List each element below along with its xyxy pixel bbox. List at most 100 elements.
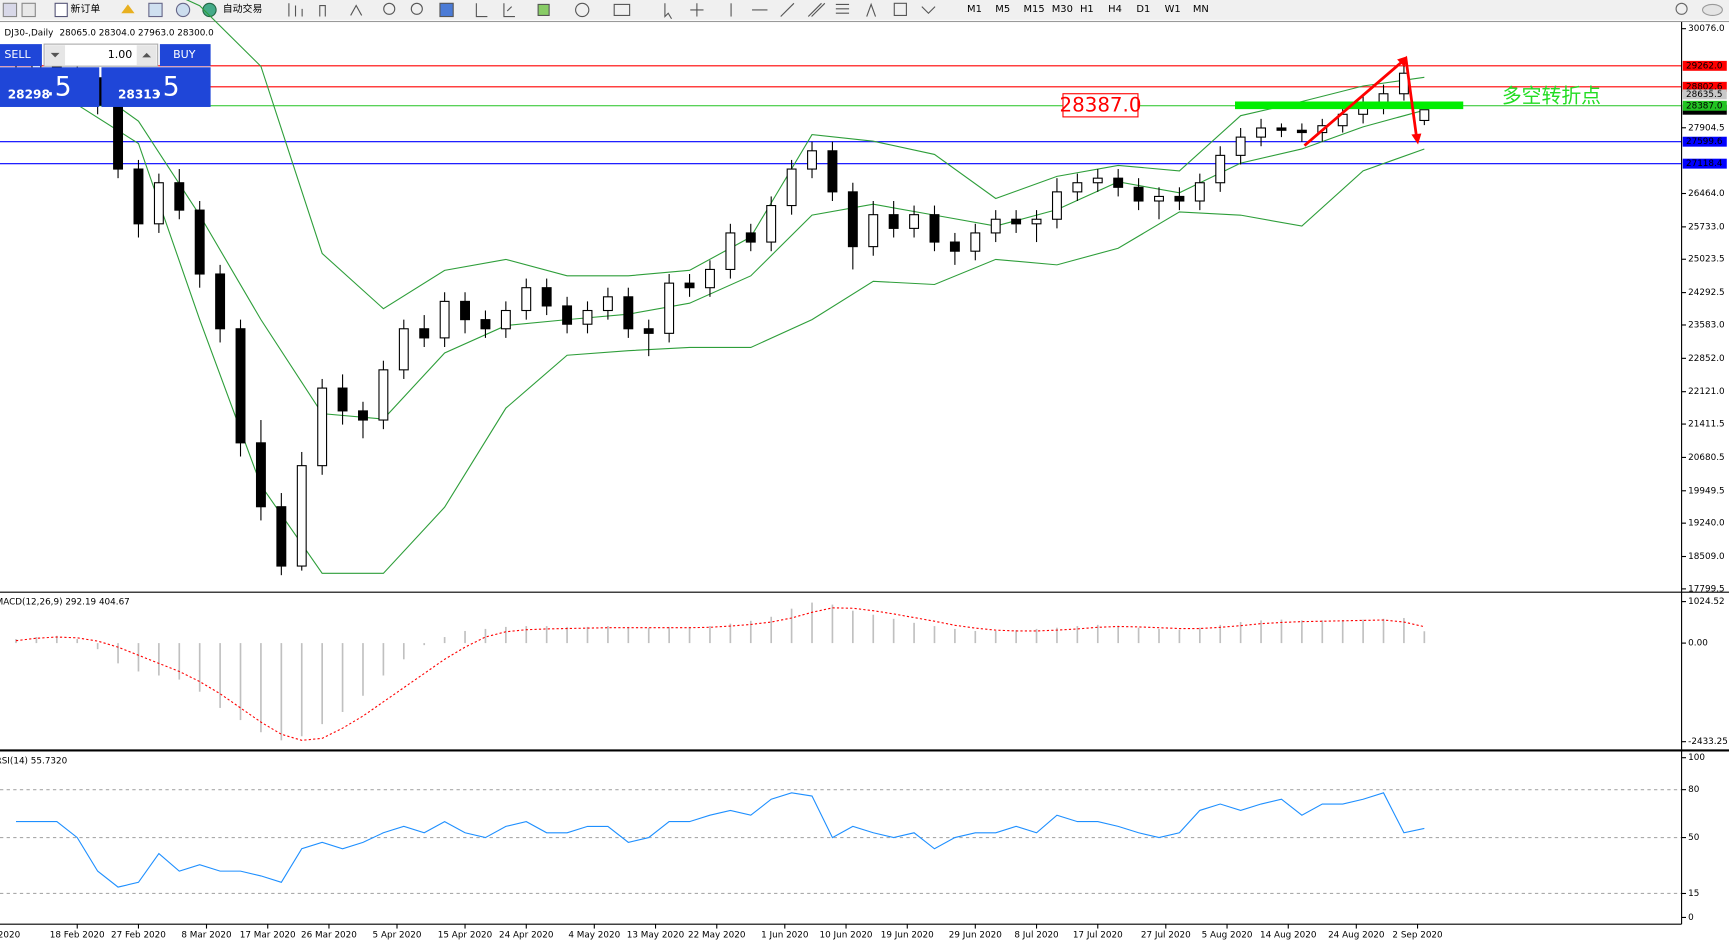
candle-body (1194, 182, 1205, 202)
candle-body (643, 328, 654, 334)
level-label: 29262.0 (1686, 61, 1723, 71)
candle-body (786, 168, 797, 207)
y-tick-label: 25733.0 (1688, 222, 1725, 232)
y-tick-label: 15 (1688, 889, 1699, 899)
x-tick-label: 6 Feb 2020 (0, 931, 21, 941)
icon[interactable] (780, 2, 795, 17)
buy-label[interactable]: BUY (173, 48, 196, 61)
x-tick-label: 8 Mar 2020 (181, 931, 232, 941)
candle-body (500, 309, 511, 330)
new-order-icon[interactable] (54, 2, 68, 18)
candle-body (1011, 218, 1022, 225)
y-tick-label: 24292.5 (1688, 288, 1724, 298)
candle-body (1133, 186, 1144, 202)
sell-button[interactable] (0, 44, 42, 67)
buy-button[interactable] (159, 44, 211, 67)
candle-body (1031, 218, 1042, 225)
new-order[interactable]: 新订单 (71, 2, 101, 15)
candle-body (949, 241, 960, 252)
candle-body (929, 214, 940, 243)
level-label: 28387.0 (1686, 101, 1723, 111)
icon[interactable] (439, 2, 454, 18)
candle-body (1276, 127, 1287, 131)
icon[interactable] (319, 4, 326, 17)
timeframe[interactable]: M5 (995, 4, 1010, 15)
y-tick-label: -2433.25 (1688, 737, 1728, 747)
buy-price-box[interactable] (101, 67, 211, 107)
candle-body (582, 309, 593, 325)
x-tick-label: 17 Mar 2020 (240, 931, 296, 941)
sell-label[interactable]: SELL (4, 48, 31, 61)
auto-trading-icon[interactable] (202, 2, 217, 18)
candle-body (623, 296, 634, 330)
timeframes: M1 M5 M15 M30 H1 H4 D1 W1 MN (967, 4, 1209, 15)
candle-body (868, 214, 879, 248)
level-label-bg (1682, 158, 1727, 169)
icon[interactable] (21, 2, 36, 18)
search-icon[interactable] (1675, 2, 1688, 15)
candle-body (419, 328, 430, 339)
icon[interactable] (121, 4, 135, 14)
icon[interactable] (475, 3, 488, 18)
icon[interactable] (383, 2, 396, 15)
icon[interactable] (503, 3, 515, 18)
timeframe[interactable]: H1 (1080, 4, 1094, 15)
candle-body (1419, 109, 1430, 122)
sell-price[interactable]: 28298 (8, 87, 50, 101)
candle-body (1113, 177, 1124, 188)
trade-panel: SELL 1.00 BUY 28298 .5 28313 .5 (0, 43, 211, 107)
icon[interactable] (866, 2, 877, 17)
sell-price-box[interactable] (0, 67, 100, 107)
timeframe[interactable]: MN (1193, 4, 1209, 15)
x-tick-label: 19 Jun 2020 (881, 931, 934, 941)
candle-body (562, 305, 573, 325)
level-label: 27118.4 (1686, 159, 1723, 169)
candle-body (521, 287, 532, 312)
lot-value[interactable]: 1.00 (108, 48, 133, 61)
candle-body (807, 150, 817, 170)
icon[interactable] (893, 2, 907, 16)
buy-price[interactable]: 28313 (118, 87, 160, 101)
buy-pips[interactable]: .5 (154, 72, 179, 103)
timeframe[interactable]: M30 (1052, 4, 1073, 15)
icon[interactable] (288, 3, 303, 17)
icon[interactable] (807, 2, 826, 17)
sell-pips[interactable]: .5 (46, 72, 71, 103)
candle-body (439, 300, 450, 339)
lot-input[interactable] (43, 43, 159, 67)
icon[interactable] (1701, 3, 1723, 16)
timeframe[interactable]: H4 (1108, 4, 1122, 15)
level-label-bg (1682, 81, 1727, 92)
icon[interactable] (2, 2, 18, 18)
icon[interactable] (690, 3, 704, 17)
icon[interactable] (613, 3, 631, 16)
y-tick-label: 50 (1688, 833, 1700, 843)
y-tick-label: 0.00 (1688, 639, 1708, 649)
icon[interactable] (664, 3, 673, 20)
icon[interactable] (350, 4, 363, 16)
icon[interactable] (148, 2, 163, 18)
candle-body (358, 410, 368, 421)
timeframe[interactable]: W1 (1165, 4, 1181, 15)
level-label-bg (1682, 89, 1727, 100)
icon[interactable] (537, 3, 550, 16)
icon[interactable] (575, 2, 590, 18)
icon[interactable] (410, 2, 423, 15)
timeframe[interactable]: D1 (1136, 4, 1150, 15)
macd-title: MACD(12,26,9) 292.19 404.67 (0, 598, 130, 608)
candle-body (460, 300, 470, 321)
icon[interactable] (175, 2, 191, 18)
x-tick-label: 27 Feb 2020 (111, 931, 166, 941)
timeframe[interactable]: M1 (967, 4, 982, 15)
icon[interactable] (921, 6, 936, 15)
auto-trading[interactable]: 自动交易 (223, 2, 263, 15)
x-tick-label: 8 Jul 2020 (1014, 931, 1059, 941)
y-tick-label: 21411.5 (1688, 420, 1724, 430)
x-tick-label: 29 Jun 2020 (949, 931, 1002, 941)
timeframe[interactable]: M15 (1024, 4, 1045, 15)
chart-title: DJ30-,Daily (4, 29, 53, 39)
y-tick-label: 1024.52 (1688, 597, 1724, 607)
icon[interactable] (835, 3, 850, 14)
candle-body (1235, 136, 1246, 156)
